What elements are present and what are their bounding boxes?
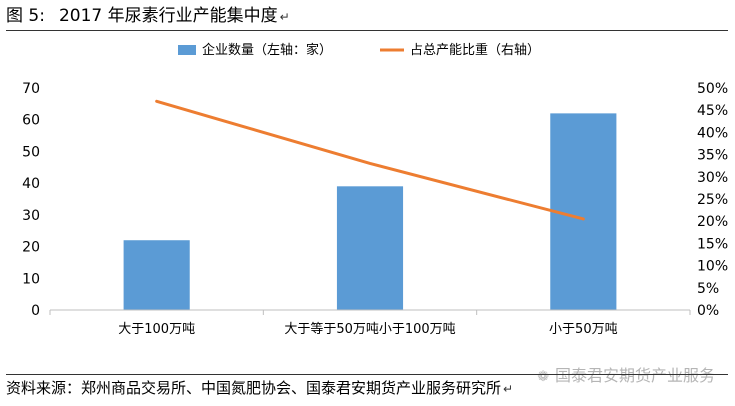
- y-right-tick-label: 15%: [697, 236, 728, 252]
- y-left-tick-label: 40: [22, 176, 40, 192]
- bar: [550, 113, 617, 310]
- y-right-tick-label: 30%: [697, 170, 728, 186]
- y-right-tick-label: 40%: [697, 125, 728, 141]
- chart: 企业数量（左轴：家） 占总产能比重（右轴） 0 10 20 30 40 50 60 70 0% 5…: [22, 42, 728, 337]
- paragraph-mark-icon: ↵: [503, 382, 514, 396]
- legend-label-line: 占总产能比重（右轴）: [410, 42, 540, 58]
- y-right-tick-label: 20%: [697, 214, 728, 230]
- x-category-label: 大于等于50万吨小于100万吨: [284, 321, 455, 337]
- y-left-tick-label: 30: [22, 208, 40, 224]
- y-left-tick-label: 50: [22, 144, 40, 160]
- paragraph-mark-icon: ↵: [279, 10, 290, 24]
- source-note: 资料来源：郑州商品交易所、中国氮肥协会、国泰君安期货产业服务研究所 ↵: [6, 374, 728, 401]
- y-right-tick-label: 50%: [697, 81, 728, 97]
- y-left-tick-label: 10: [22, 271, 40, 287]
- x-category-label: 大于100万吨: [118, 322, 195, 337]
- plot-area: 0 10 20 30 40 50 60 70 0% 5% 10% 15% 20% 25% 30% 35% 40%…: [22, 81, 728, 337]
- y-left-tick-label: 0: [31, 303, 40, 319]
- wechat-icon: ❁: [537, 369, 549, 385]
- watermark-text: 国泰君安期货产业服务: [554, 366, 715, 385]
- source-text: 资料来源：郑州商品交易所、中国氮肥协会、国泰君安期货产业服务研究所: [6, 379, 502, 397]
- watermark: ❁ 国泰君安期货产业服务: [537, 362, 715, 386]
- x-category-label: 小于50万吨: [549, 322, 618, 337]
- y-right-tick-label: 0%: [697, 303, 719, 319]
- chart-legend: 企业数量（左轴：家） 占总产能比重（右轴）: [178, 42, 540, 58]
- bar: [123, 240, 190, 310]
- y-right-tick-label: 35%: [697, 148, 728, 164]
- legend-label-bars: 企业数量（左轴：家）: [202, 42, 332, 58]
- line-series: [155, 99, 585, 221]
- y-right-tick-label: 5%: [697, 281, 719, 297]
- figure-title-row: 图 5: 2017 年尿素行业产能集中度 ↵: [6, 2, 728, 31]
- y-right-tick-label: 45%: [697, 103, 728, 119]
- bar: [336, 186, 404, 310]
- figure-title: 2017 年尿素行业产能集中度: [58, 6, 278, 26]
- legend-swatch-bars: [178, 45, 196, 55]
- y-right-tick-label: 25%: [697, 192, 728, 208]
- y-left-tick-label: 60: [22, 113, 40, 129]
- y-right-tick-label: 10%: [697, 259, 728, 275]
- figure-number: 图 5:: [6, 6, 45, 26]
- y-left-tick-label: 20: [22, 240, 40, 256]
- y-left-tick-label: 70: [22, 81, 40, 97]
